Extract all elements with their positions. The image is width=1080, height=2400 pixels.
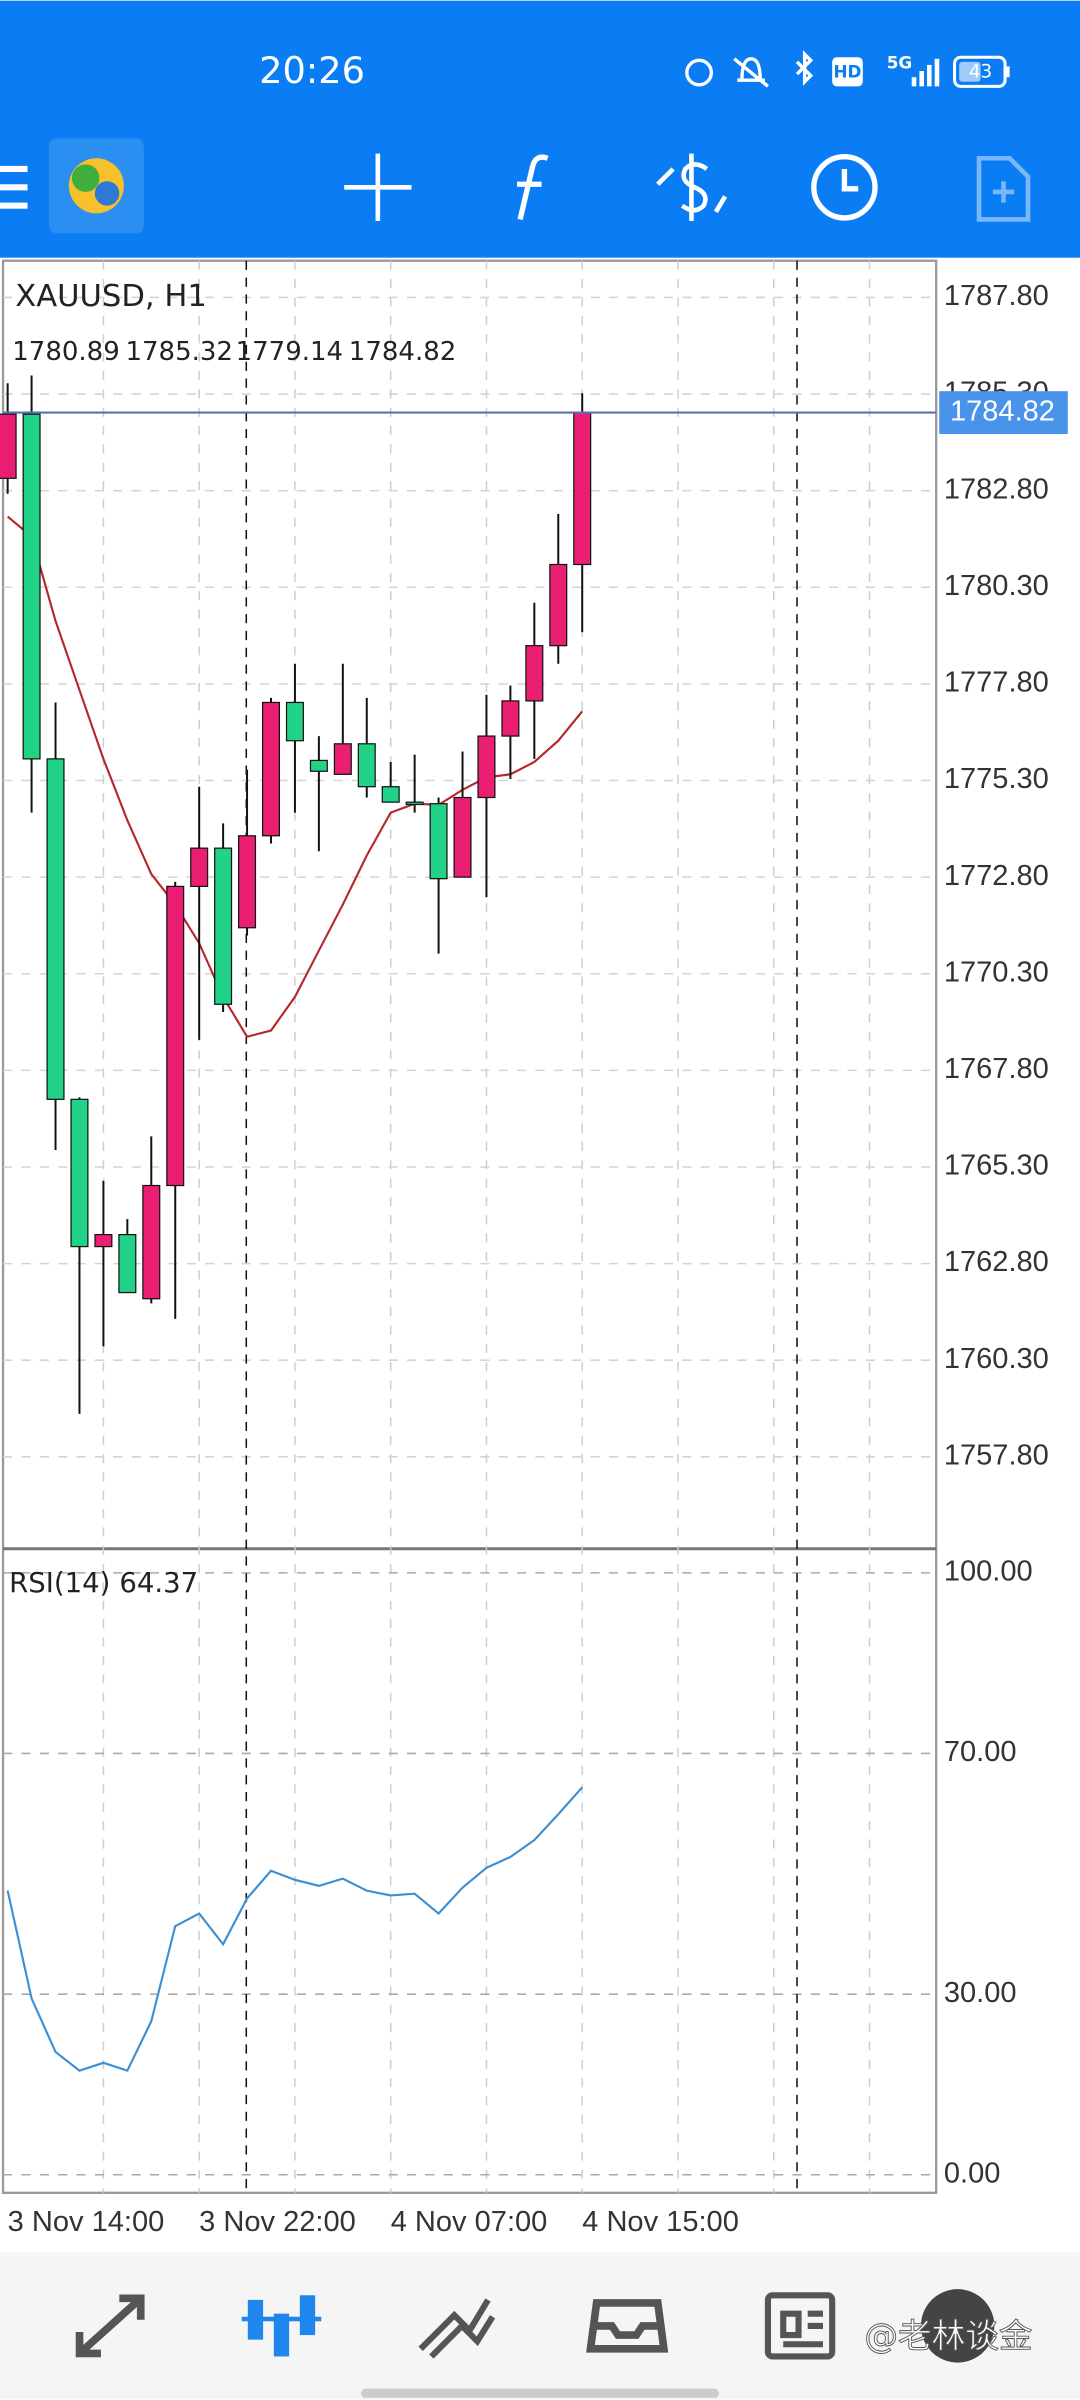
candle-body <box>166 885 185 1187</box>
y-tick-label: 1765.30 <box>944 1150 1049 1182</box>
y-tick-label: 1782.80 <box>944 473 1049 505</box>
candle-body <box>94 1233 113 1248</box>
y-tick-label: 100.00 <box>944 1556 1033 1588</box>
network-label: 5G <box>887 52 912 72</box>
x-tick-label: 4 Nov 15:00 <box>582 2206 739 2238</box>
indicators-button[interactable] <box>517 154 549 221</box>
candle-body <box>118 1233 137 1294</box>
candle-body <box>549 563 568 647</box>
y-tick-label: 1770.30 <box>944 956 1049 988</box>
x-tick-label: 3 Nov 22:00 <box>199 2206 356 2238</box>
y-tick-label: 0.00 <box>944 2157 1001 2189</box>
quotes-tab[interactable] <box>75 2294 145 2358</box>
ohlc-close: 1784.82 <box>349 337 457 367</box>
y-tick-label: 1767.80 <box>944 1053 1049 1085</box>
toolbar <box>0 138 1031 234</box>
candle-body <box>309 759 328 772</box>
candle-body <box>261 701 281 837</box>
y-tick-label: 1777.80 <box>944 667 1049 699</box>
crosshair-button[interactable] <box>344 153 412 221</box>
candle-body <box>405 801 424 806</box>
status-icons <box>685 50 814 88</box>
ohlc-high: 1785.32 <box>125 337 233 367</box>
current-price-tag <box>939 391 1068 435</box>
menu-button[interactable] <box>0 165 28 209</box>
rsi-title: RSI(14) <box>9 1567 110 1599</box>
ohlc-open: 1780.89 <box>12 337 120 367</box>
y-tick-label: 70.00 <box>944 1736 1017 1768</box>
watermark: @老林谈金 <box>864 2317 1032 2356</box>
home-indicator <box>361 2388 719 2398</box>
candle-body <box>0 413 17 479</box>
y-tick-label: 1787.80 <box>944 280 1049 312</box>
y-tick-label: 1757.80 <box>944 1439 1049 1471</box>
period-button[interactable] <box>811 154 878 221</box>
y-tick-label: 1772.80 <box>944 860 1049 892</box>
history-tab[interactable] <box>586 2299 669 2353</box>
y-tick-label: 1775.30 <box>944 763 1049 795</box>
header-background <box>0 0 1080 258</box>
chart-grid <box>3 260 937 2193</box>
candle-body <box>22 413 41 760</box>
battery-label: 43 <box>969 62 992 83</box>
hd-label: HD <box>833 62 861 82</box>
candle-body <box>381 786 400 803</box>
candle-body <box>453 796 472 878</box>
signal-icon <box>911 58 940 87</box>
rsi-value: 64.37 <box>119 1567 198 1599</box>
candle-body <box>142 1184 161 1300</box>
candle-body <box>357 743 376 788</box>
trade-button[interactable] <box>656 153 728 221</box>
y-tick-label: 1760.30 <box>944 1343 1049 1375</box>
plot <box>0 375 937 2072</box>
trade-tab[interactable] <box>418 2298 496 2359</box>
rsi-line <box>6 1786 584 2072</box>
x-tick-label: 4 Nov 07:00 <box>391 2206 548 2238</box>
bottom-nav-icons <box>75 2289 995 2363</box>
candle-body <box>501 700 520 737</box>
candle-body <box>190 847 209 888</box>
candle-body <box>525 645 544 702</box>
candle-body <box>573 412 592 566</box>
y-tick-label: 30.00 <box>944 1977 1017 2009</box>
ohlc-low: 1779.14 <box>236 337 344 367</box>
app-logo[interactable] <box>48 138 144 234</box>
x-tick-label: 3 Nov 14:00 <box>8 2206 165 2238</box>
hd-badge <box>832 57 863 87</box>
chart-tab[interactable] <box>241 2295 322 2357</box>
candle-body <box>429 803 448 880</box>
symbol-title: XAUUSD, H1 <box>15 279 206 314</box>
news-tab[interactable] <box>764 2292 836 2360</box>
y-tick-label: 1762.80 <box>944 1246 1049 1278</box>
candle-body <box>477 735 496 799</box>
settings-tab[interactable] <box>920 2289 995 2363</box>
new-order-button[interactable] <box>976 155 1031 222</box>
candle-body <box>333 743 352 775</box>
clock: 20:26 <box>259 49 365 92</box>
candle-body <box>285 701 304 742</box>
battery-level <box>959 61 981 82</box>
bottom-nav <box>0 2252 1080 2400</box>
candle-body <box>214 847 233 1005</box>
chart-frame <box>1 259 938 2194</box>
current-price-label: 1784.82 <box>950 395 1055 427</box>
y-tick-label: 1780.30 <box>944 570 1049 602</box>
battery-tip <box>1005 66 1010 78</box>
candle-body <box>238 835 257 929</box>
candle-body <box>70 1098 89 1248</box>
candle-body <box>46 758 65 1100</box>
